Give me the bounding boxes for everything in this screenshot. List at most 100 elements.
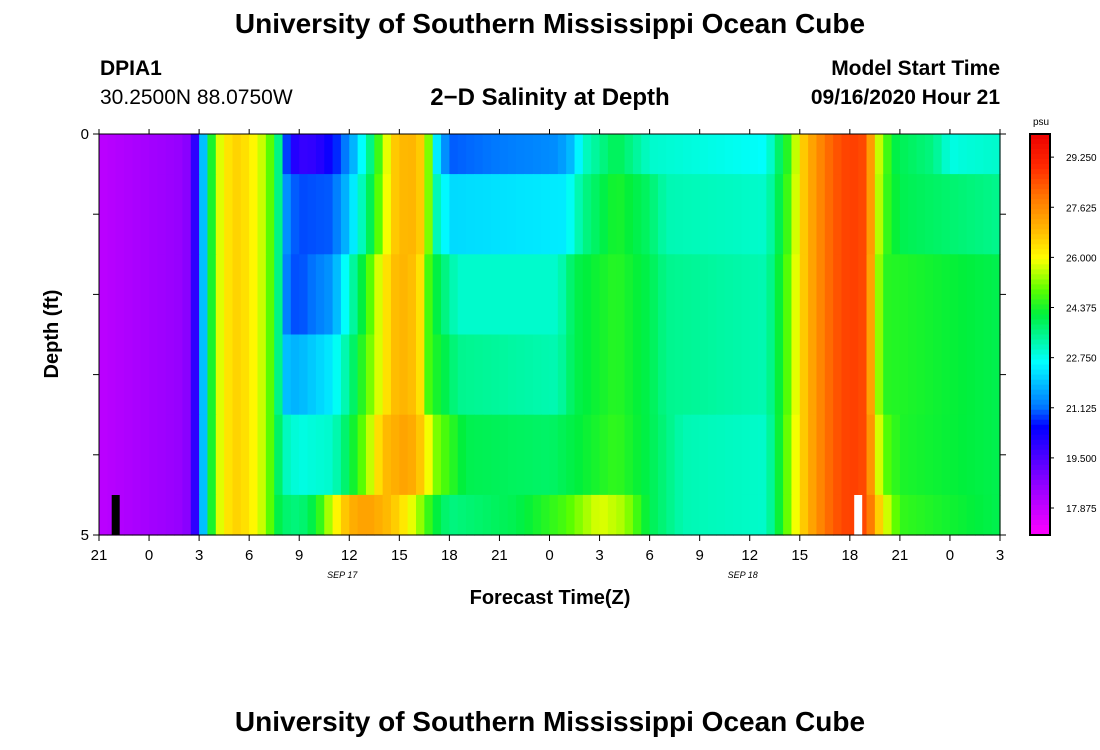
heatmap-cell [324,174,334,255]
heatmap-cell [182,134,192,175]
heatmap-cell [616,174,626,255]
colorbar-segment [1030,499,1050,506]
heatmap-cell [566,334,576,416]
heatmap-cell [99,414,108,496]
heatmap-cell [357,254,367,336]
heatmap-cell [199,134,209,175]
heatmap-cell [449,254,459,336]
heatmap-cell [215,334,225,416]
heatmap-cell [841,414,851,496]
heatmap-cell [307,134,317,175]
heatmap-cell [532,134,542,175]
heatmap-cell [482,494,492,536]
heatmap-cell [616,254,626,336]
heatmap-cell [933,494,943,536]
heatmap-cell [607,134,617,175]
heatmap-cell [199,174,209,255]
heatmap-cell [274,254,284,336]
heatmap-cell [174,134,184,175]
heatmap-cell [858,494,868,536]
heatmap-cell [958,494,968,536]
heatmap-cell [624,494,634,536]
colorbar-segment [1030,399,1050,406]
heatmap-cell [983,174,993,255]
heatmap-cell [182,414,192,496]
heatmap-cell [966,134,976,175]
colorbar-segment [1030,189,1050,195]
heatmap-cell [849,134,859,175]
heatmap-cell [299,254,309,336]
heatmap-cell [457,134,467,175]
heatmap-cell [407,494,417,536]
heatmap-cell [983,134,993,175]
heatmap-cell [574,334,584,416]
heatmap-cell [365,494,375,536]
heatmap-cell [991,334,1001,416]
heatmap-cell [149,174,158,255]
colorbar-unit: psu [1033,117,1049,128]
heatmap-cell [924,494,934,536]
heatmap-cell [115,494,125,536]
heatmap-cell [174,254,184,336]
heatmap-cell [240,254,250,336]
heatmap-cell [833,414,843,496]
heatmap-cell [641,494,651,536]
colorbar-segment [1030,149,1050,155]
heatmap-cell [290,134,300,175]
heatmap-cell [532,174,542,255]
heatmap-cell [315,254,325,336]
heatmap-cell [791,134,801,175]
colorbar-segment [1030,154,1050,160]
heatmap-cell [399,174,409,255]
heatmap-cell [799,174,809,255]
heatmap-cell [441,494,450,536]
heatmap-cell [858,254,868,336]
colorbar-segment [1030,479,1050,486]
heatmap-cell [257,254,267,336]
heatmap-cell [149,494,158,536]
heatmap-cell [908,174,918,255]
heatmap-cell [749,174,759,255]
heatmap-cell [783,334,793,416]
heatmap-cell [724,334,734,416]
heatmap-cell [974,174,984,255]
heatmap-cell [274,494,284,536]
x-axis: 21 0 3 6 9 12 15 18 21 0 3 6 9 12 15 18 21 0 3 SEP 17 SEP 18 [91,129,1004,580]
heatmap-cell [766,134,776,175]
heatmap-cell [365,254,375,336]
heatmap-cell [507,254,517,336]
heatmap-cell [599,494,609,536]
heatmap-cell [332,494,342,536]
heatmap-cell [582,494,592,536]
heatmap-cell [199,414,209,496]
heatmap-cell [140,254,150,336]
heatmap-cell [833,334,843,416]
heatmap-cell [224,494,234,536]
heatmap-cell [933,174,943,255]
heatmap-cell [657,414,667,496]
heatmap-cell [724,414,734,496]
heatmap-cell [599,174,609,255]
heatmap-cell [315,414,325,496]
heatmap-cell [791,414,801,496]
heatmap-cell [733,134,742,175]
heatmap-cell [749,414,759,496]
heatmap-cell [699,334,709,416]
heatmap-cell [649,254,659,336]
heatmap-cell [557,414,567,496]
heatmap-cell [416,174,425,255]
heatmap-cell [591,334,601,416]
heatmap-cell [749,334,759,416]
colorbar-segment [1030,339,1050,346]
heatmap-cell [115,334,125,416]
heatmap-cell [616,414,626,496]
heatmap-cell [441,254,450,336]
heatmap-cell [132,414,142,496]
time-marker [111,495,120,535]
heatmap-cell [541,134,551,175]
heatmap-cell [949,134,959,175]
colorbar-segment [1030,239,1050,245]
heatmap-cell [165,174,175,255]
heatmap-cell [991,174,1001,255]
heatmap-cell [416,414,425,496]
